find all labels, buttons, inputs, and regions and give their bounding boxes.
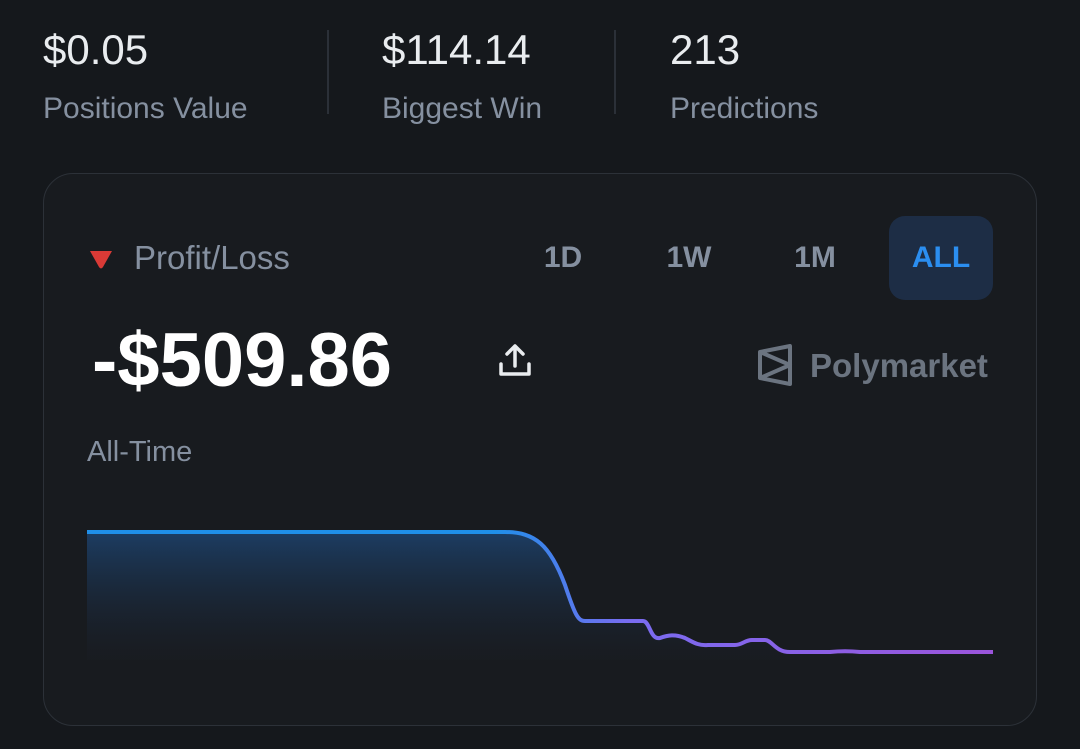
area xyxy=(87,532,993,660)
down-icon xyxy=(90,251,112,269)
tab[interactable]: 1D xyxy=(543,241,583,274)
stat: 213 Predictions xyxy=(670,26,818,127)
stat: $114.14 Biggest Win xyxy=(382,26,542,127)
pnl-value: -$509.86 xyxy=(92,318,393,403)
stat-value: $114.14 xyxy=(382,26,531,73)
divider xyxy=(327,30,329,114)
tab[interactable]: 1W xyxy=(666,241,712,274)
tab-active[interactable]: ALL xyxy=(889,216,993,300)
stat-value: 213 xyxy=(670,26,741,73)
card-title: Profit/Loss xyxy=(134,239,290,276)
stat: $0.05 Positions Value xyxy=(43,26,248,127)
period-label: All-Time xyxy=(87,436,193,468)
line xyxy=(87,530,993,654)
brand-logo xyxy=(758,344,792,386)
brand-name: Polymarket xyxy=(810,347,988,384)
stat-label: Biggest Win xyxy=(382,92,543,125)
tab[interactable]: 1M xyxy=(794,241,836,274)
stat-value: $0.05 xyxy=(43,26,149,73)
divider xyxy=(614,30,616,114)
stat-label: Positions Value xyxy=(43,92,248,125)
share-button[interactable] xyxy=(496,342,534,380)
stat-label: Predictions xyxy=(670,92,819,125)
